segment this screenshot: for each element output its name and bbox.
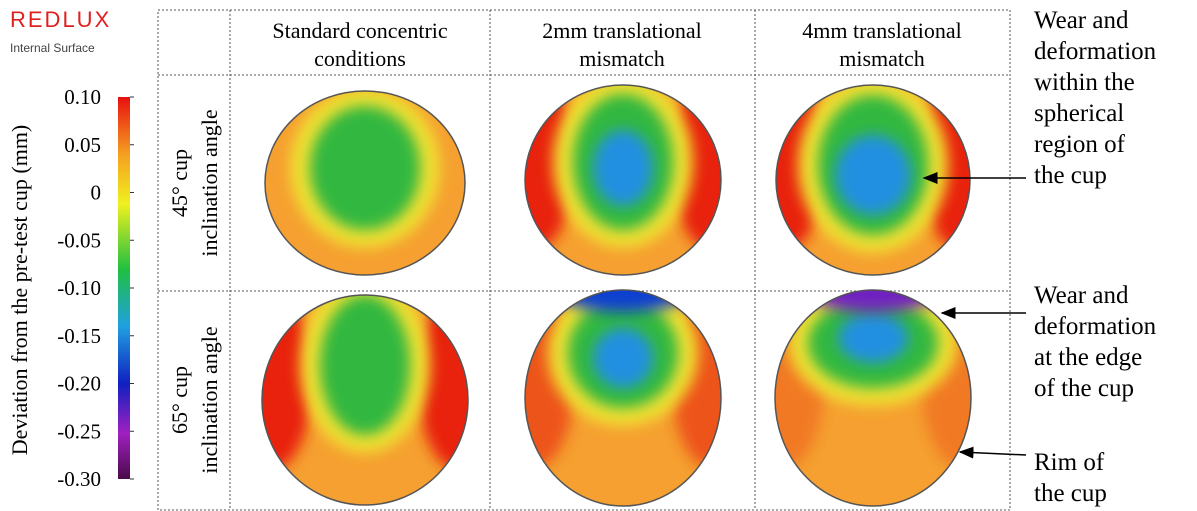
annotation: the cup — [1034, 162, 1107, 189]
annotation: Wear and — [1034, 7, 1129, 34]
annotation: the cup — [1034, 480, 1107, 507]
cup-green — [310, 106, 420, 230]
arrow — [960, 452, 1026, 455]
column-header: mismatch — [579, 46, 665, 71]
cup — [745, 268, 1001, 506]
cup — [265, 88, 465, 275]
colorbar-tick-label: 0 — [91, 181, 102, 205]
annotation: region of — [1034, 131, 1126, 158]
column-header: 4mm translational — [802, 18, 961, 43]
cup-blue — [593, 130, 653, 206]
cup-blue — [838, 313, 908, 363]
cup-images — [232, 70, 1001, 506]
row-header: 45° cup — [167, 149, 192, 217]
colorbar-tick-label: -0.30 — [57, 467, 101, 491]
annotation: deformation — [1034, 38, 1157, 65]
row-header: 65° cup — [167, 366, 192, 434]
colorbar-tick-label: -0.05 — [57, 228, 101, 252]
logo: REDLUX — [10, 7, 111, 32]
colorbar — [118, 97, 130, 479]
cup-green — [320, 295, 410, 435]
figure: REDLUX Internal Surface Deviation from t… — [0, 0, 1197, 511]
annotation: Rim of — [1034, 449, 1105, 476]
column-header: conditions — [314, 46, 406, 71]
row-header: inclination angle — [197, 109, 222, 256]
cup-blue — [835, 135, 911, 215]
colorbar-tick-label: 0.10 — [64, 85, 101, 109]
colorbar-tick-label: -0.20 — [57, 372, 101, 396]
row-header: inclination angle — [197, 326, 222, 473]
colorbar-tick-label: -0.15 — [57, 324, 101, 348]
annotation: Wear and — [1034, 282, 1129, 309]
colorbar-label: Deviation from the pre-test cup (mm) — [7, 125, 32, 456]
annotation: within the — [1034, 69, 1135, 96]
annotation: deformation — [1034, 313, 1157, 340]
cup — [495, 70, 751, 275]
logo-subtitle: Internal Surface — [10, 41, 95, 55]
colorbar-tick-label: -0.25 — [57, 419, 101, 443]
cup — [495, 268, 751, 506]
column-header: mismatch — [839, 46, 925, 71]
annotation: at the edge — [1034, 344, 1142, 371]
cup — [746, 70, 1001, 275]
column-header: 2mm translational — [542, 18, 701, 43]
cup-edge — [418, 290, 498, 470]
cup-edge — [232, 290, 312, 470]
column-header: Standard concentric — [272, 18, 448, 43]
colorbar-tick-label: 0.05 — [64, 133, 101, 157]
cup-blue — [593, 328, 653, 388]
annotation: of the cup — [1034, 375, 1134, 402]
colorbar-tick-label: -0.10 — [57, 276, 101, 300]
cup — [232, 277, 497, 505]
annotation: spherical — [1034, 100, 1124, 127]
